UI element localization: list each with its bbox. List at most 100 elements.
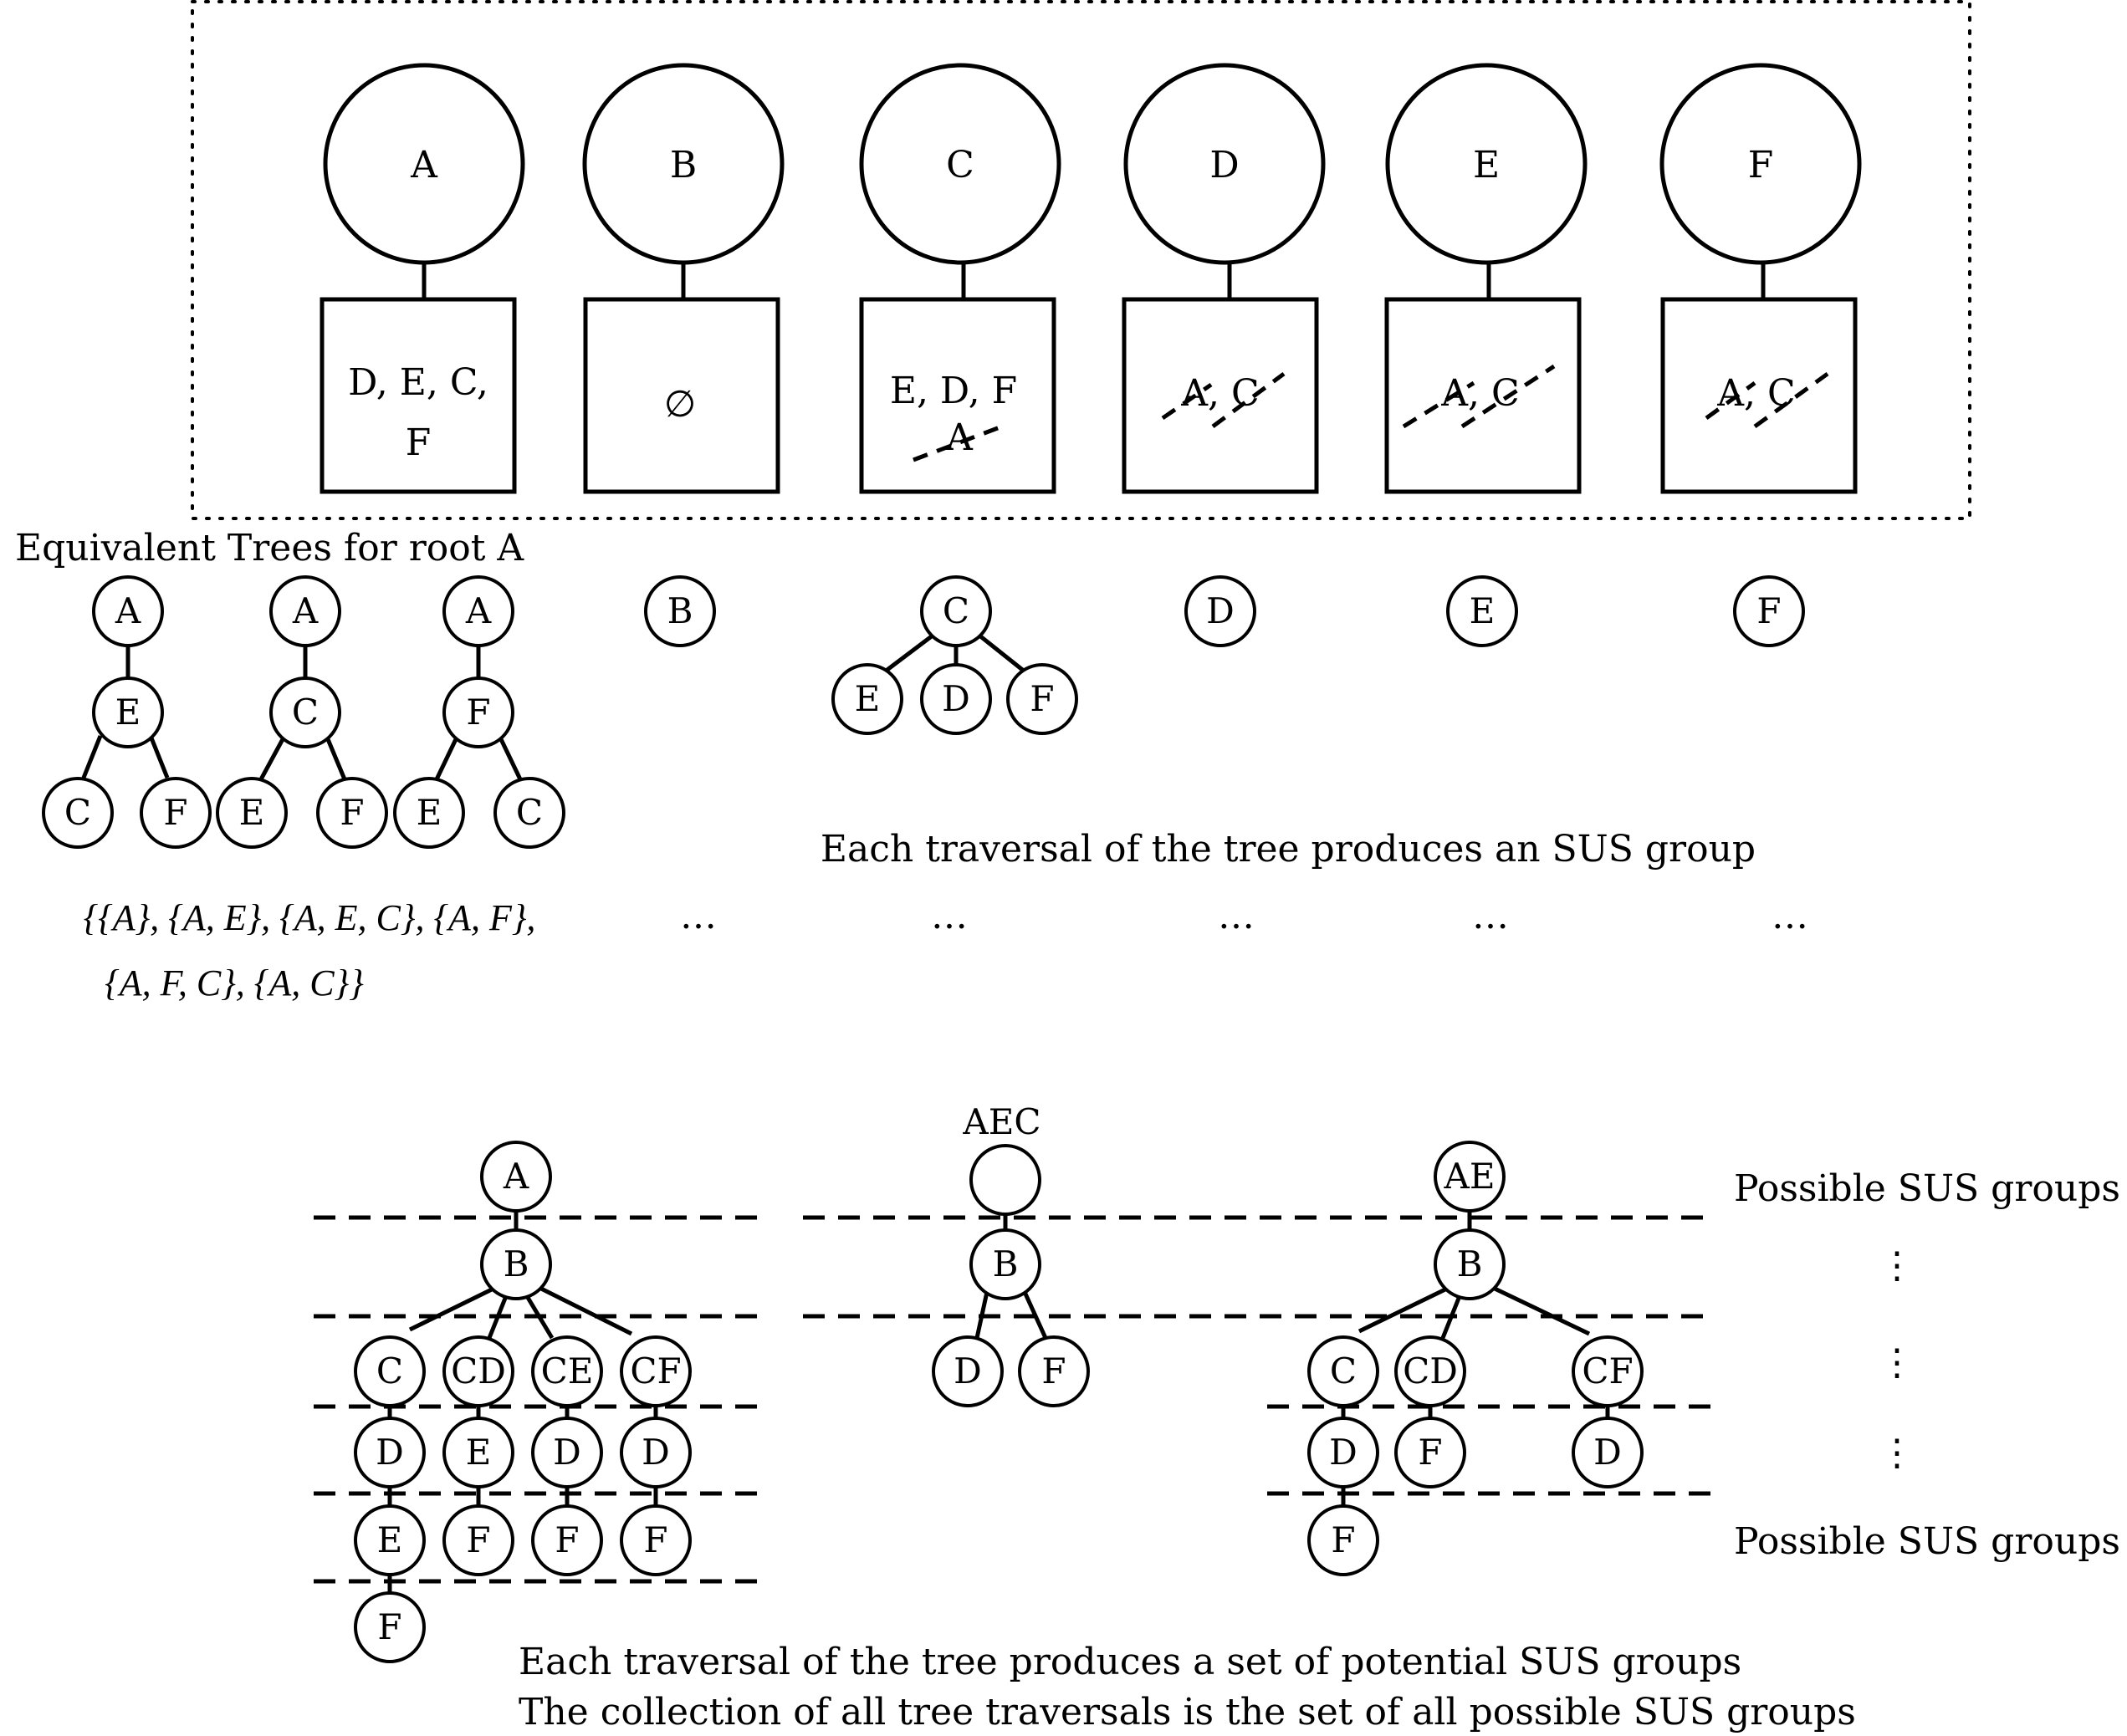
- tree-node-label: A: [115, 590, 141, 631]
- tree-node-label: F: [163, 792, 187, 833]
- traversal-caption: Each traversal of the tree produces an S…: [821, 828, 1756, 871]
- top-set-box: [583, 297, 780, 494]
- tree-node-label: F: [555, 1519, 579, 1560]
- top-set-line: F: [406, 421, 432, 464]
- tree-node-label: D: [642, 1432, 670, 1473]
- tree-node-label: A: [292, 590, 319, 631]
- tree-node-label: AE: [1444, 1156, 1496, 1197]
- empty-root-node: [969, 1144, 1041, 1216]
- equivalent-trees-title: Equivalent Trees for root A: [15, 527, 524, 569]
- tree-node-label: D: [942, 678, 970, 719]
- equivalent-tree-2: A C E F: [216, 575, 388, 849]
- tree-node-label: D: [553, 1432, 581, 1473]
- top-set-line: E, D, F: [890, 370, 1017, 412]
- tree-node-label: F: [340, 792, 364, 833]
- top-set-line: D, E, C,: [348, 361, 488, 404]
- strike-through-line: [1753, 371, 1829, 429]
- tree-node-label: F: [466, 1519, 490, 1560]
- strike-through-line: [1161, 382, 1213, 421]
- single-node-D: D: [1184, 575, 1256, 647]
- tree-node-label: F: [1418, 1432, 1442, 1473]
- top-set-box: [1122, 297, 1319, 494]
- ellipsis: …: [1218, 895, 1255, 937]
- top-node-B: B ∅: [582, 63, 785, 494]
- possible-sus-groups-label-bottom: Possible SUS groups: [1734, 1520, 2120, 1563]
- top-node-label: E: [1473, 144, 1500, 186]
- tree-node-label: D: [1593, 1432, 1622, 1473]
- tree-node-label: F: [377, 1606, 401, 1647]
- top-node-label: B: [670, 144, 697, 186]
- bottom-caption-1: Each traversal of the tree produces a se…: [519, 1641, 1741, 1683]
- tree-node-label: E: [115, 692, 141, 733]
- top-node-E: E A, C: [1384, 63, 1588, 494]
- single-node-B: B: [644, 575, 716, 647]
- tree-node-label: C: [516, 792, 543, 833]
- single-node-F: F: [1733, 575, 1805, 647]
- traversal-tree-2: AEC B D F: [932, 1101, 1090, 1407]
- possible-sus-groups-label-top: Possible SUS groups: [1734, 1167, 2120, 1210]
- tree-node-label: B: [1457, 1243, 1483, 1284]
- tree-node-label: F: [1331, 1519, 1355, 1560]
- traversal-tree-1: A B C D E F CD E F CE D F CF D F: [354, 1141, 692, 1663]
- tree-node-label: C: [943, 590, 969, 631]
- tree-node-label: C: [292, 692, 319, 733]
- tree-node-label: CF: [1582, 1351, 1633, 1391]
- strike-through-line: [1705, 380, 1756, 421]
- root-set-label: AEC: [962, 1101, 1040, 1142]
- vertical-ellipsis: ⋮: [1879, 1244, 1915, 1287]
- top-node-label: F: [1748, 144, 1774, 186]
- single-node-E: E: [1446, 575, 1518, 647]
- ellipsis: …: [931, 895, 968, 937]
- tree-node-label: CF: [630, 1351, 681, 1391]
- ellipsis: …: [1772, 895, 1808, 937]
- tree-node-label: C: [376, 1351, 403, 1391]
- strike-through-line: [1402, 380, 1475, 429]
- tree-node-label: CE: [541, 1351, 594, 1391]
- vertical-ellipsis: ⋮: [1879, 1432, 1915, 1474]
- tree-node-label: F: [643, 1519, 667, 1560]
- tree-node-label: D: [376, 1432, 404, 1473]
- tree-C: C E D F: [831, 575, 1078, 735]
- top-dotted-frame: [191, 0, 1971, 520]
- equivalent-tree-1: A E C F: [42, 575, 212, 849]
- bottom-caption-2: The collection of all tree traversals is…: [519, 1691, 1856, 1733]
- top-node-A: A D, E, C, F: [320, 63, 525, 494]
- tree-node-label: E: [1470, 590, 1496, 631]
- struck-text: A, C: [1440, 372, 1519, 415]
- top-node-label: A: [410, 144, 438, 186]
- sus-group-set-line-1: {{A}, {A, E}, {A, E, C}, {A, F},: [84, 897, 536, 938]
- tree-node-label: B: [667, 590, 693, 631]
- traversal-tree-3: AE B C D F CD F CF D: [1307, 1141, 1644, 1576]
- top-node-D: D A, C: [1122, 63, 1326, 494]
- tree-node-label: D: [1206, 590, 1235, 631]
- top-node-label: C: [946, 144, 974, 186]
- sus-group-set-line-2: {A, F, C}, {A, C}}: [105, 962, 364, 1003]
- strike-through-line: [1211, 371, 1286, 429]
- top-node-F: F A, C: [1659, 63, 1862, 494]
- strike-through-line: [913, 424, 1003, 462]
- struck-text: A, C: [1716, 372, 1795, 415]
- tree-node-label: E: [417, 792, 442, 833]
- tree-node-label: C: [1330, 1351, 1357, 1391]
- tree-node-label: F: [1030, 678, 1054, 719]
- tree-node-label: A: [503, 1156, 529, 1197]
- tree-node-label: D: [1329, 1432, 1357, 1473]
- tree-node-label: F: [466, 692, 490, 733]
- tree-node-label: D: [954, 1351, 982, 1391]
- top-node-C: C E, D, F A: [859, 63, 1061, 494]
- empty-set-symbol: ∅: [664, 383, 696, 426]
- tree-node-label: F: [1756, 590, 1781, 631]
- vertical-ellipsis: ⋮: [1879, 1341, 1915, 1384]
- tree-node-label: CD: [451, 1351, 506, 1391]
- strike-through-line: [1460, 364, 1556, 429]
- top-set-box: [320, 297, 517, 494]
- tree-node-label: F: [1041, 1351, 1066, 1391]
- tree-node-label: B: [504, 1243, 529, 1284]
- tree-node-label: E: [377, 1519, 403, 1560]
- tree-node-label: E: [855, 678, 881, 719]
- top-node-label: D: [1209, 144, 1239, 186]
- tree-node-label: E: [239, 792, 265, 833]
- top-set-box: [1384, 297, 1582, 494]
- tree-node-label: B: [993, 1243, 1019, 1284]
